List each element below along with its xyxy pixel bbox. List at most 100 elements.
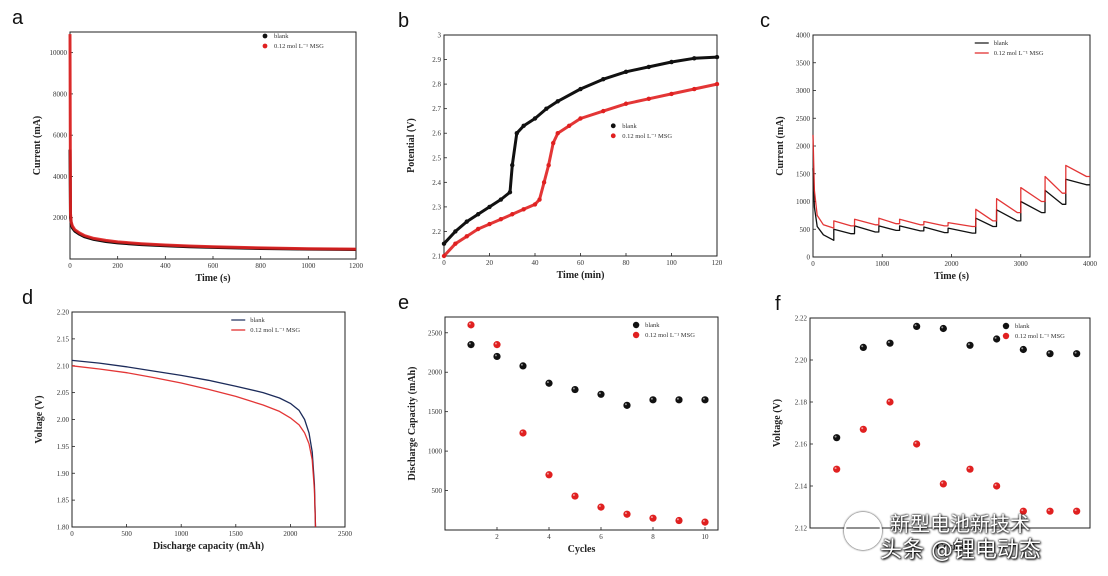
y-tick-label: 2.5 <box>432 154 441 162</box>
y-tick-label: 10000 <box>50 49 68 57</box>
point-highlight <box>520 430 523 433</box>
data-point-msg <box>597 503 605 511</box>
point-highlight <box>994 483 997 486</box>
point-highlight <box>468 342 471 345</box>
x-tick-label: 0 <box>68 262 72 270</box>
data-point <box>601 108 606 114</box>
data-point <box>578 116 583 121</box>
x-axis-label: Time (min) <box>557 270 605 281</box>
x-tick-label: 3000 <box>1014 260 1029 268</box>
point-highlight <box>546 381 549 384</box>
legend-marker <box>610 133 616 139</box>
legend-marker <box>632 321 640 329</box>
point-highlight <box>941 481 944 484</box>
data-point <box>441 241 447 246</box>
x-tick-label: 4000 <box>1083 260 1098 268</box>
y-tick-label: 2.2 <box>432 228 441 236</box>
watermark-logo-icon <box>844 512 882 550</box>
point-highlight <box>598 505 601 508</box>
data-point <box>555 99 560 104</box>
data-point-msg <box>859 425 867 433</box>
panel-label: d <box>22 287 33 309</box>
point-highlight <box>861 427 864 430</box>
y-tick-label: 8000 <box>53 90 68 98</box>
y-tick-label: 500 <box>432 487 443 495</box>
y-tick-label: 2.00 <box>57 416 70 424</box>
panel-a: a 0 200 400 600 800 1000 1200 2000 4000 6000 8000 10… <box>12 7 364 284</box>
panel-label: c <box>760 10 770 32</box>
x-tick-label: 4 <box>547 533 551 541</box>
y-tick-label: 2500 <box>428 329 443 337</box>
y-axis-label: Discharge Capacity (mAh) <box>407 367 418 481</box>
data-point-blank <box>966 341 974 349</box>
y-tick-label: 2.16 <box>795 441 808 449</box>
point-highlight <box>494 342 497 345</box>
y-tick-label: 2.4 <box>432 179 441 187</box>
axes-frame <box>69 31 357 260</box>
y-tick-label: 2500 <box>796 115 811 123</box>
point-highlight <box>624 512 627 515</box>
point-highlight <box>914 441 917 444</box>
data-point-blank <box>886 339 894 347</box>
axes-frame <box>444 316 719 531</box>
legend-entry: blank <box>645 322 660 329</box>
y-tick-label: 2.14 <box>795 483 808 491</box>
x-tick-label: 20 <box>486 259 494 267</box>
x-tick-label: 6 <box>599 533 603 541</box>
point-highlight <box>1047 509 1050 512</box>
data-point <box>487 221 492 227</box>
data-point <box>487 204 492 210</box>
point-highlight <box>702 397 705 400</box>
y-tick-label: 4000 <box>796 32 811 40</box>
data-point <box>521 207 526 212</box>
panel-c: c 0 1000 2000 3000 4000 0 500 1000 1500 2000 2500 30… <box>760 10 1098 282</box>
data-point-blank <box>597 390 605 398</box>
y-tick-label: 2.15 <box>57 335 70 343</box>
point-highlight <box>624 403 627 406</box>
point-highlight <box>994 336 997 339</box>
legend-marker <box>610 123 616 129</box>
x-tick-label: 80 <box>623 259 631 267</box>
data-point <box>566 123 572 129</box>
x-tick-label: 1200 <box>349 262 364 270</box>
data-point-blank <box>675 396 683 404</box>
data-point <box>601 77 606 82</box>
point-highlight <box>468 322 471 325</box>
data-point <box>453 229 458 234</box>
x-tick-label: 120 <box>712 259 723 267</box>
data-point <box>544 106 549 111</box>
series-line-msg <box>71 365 317 528</box>
data-point-msg <box>649 514 657 522</box>
data-point-blank <box>623 401 631 409</box>
data-point-blank <box>1019 345 1027 354</box>
x-axis-label: Time (s) <box>934 271 969 282</box>
data-point-blank <box>859 343 867 351</box>
y-tick-label: 4000 <box>53 173 68 181</box>
point-highlight <box>650 397 653 400</box>
x-axis-label: Discharge capacity (mAh) <box>153 541 264 552</box>
x-tick-label: 0 <box>70 530 74 538</box>
data-point <box>507 189 513 195</box>
data-point-blank <box>467 341 475 349</box>
data-point <box>521 123 526 129</box>
data-point-msg <box>701 518 709 526</box>
x-tick-label: 0 <box>442 259 446 267</box>
data-point <box>646 96 651 102</box>
data-point-blank <box>993 335 1001 343</box>
y-tick-label: 1.85 <box>57 497 70 505</box>
point-highlight <box>650 516 653 519</box>
data-point-msg <box>623 510 631 518</box>
y-tick-label: 1.95 <box>57 443 70 451</box>
y-tick-label: 1.80 <box>57 524 70 532</box>
data-point <box>714 81 720 87</box>
data-point-msg <box>519 429 527 437</box>
data-point-blank <box>701 396 709 404</box>
x-tick-label: 500 <box>121 530 132 538</box>
y-tick-label: 1500 <box>428 408 443 416</box>
series-line-msg <box>68 34 357 251</box>
point-highlight <box>572 493 575 496</box>
y-tick-label: 1.90 <box>57 470 70 478</box>
x-tick-label: 1000 <box>875 260 890 268</box>
legend-entry: 0.12 mol L⁻¹ MSG <box>1015 333 1065 340</box>
data-point-blank <box>649 396 657 404</box>
